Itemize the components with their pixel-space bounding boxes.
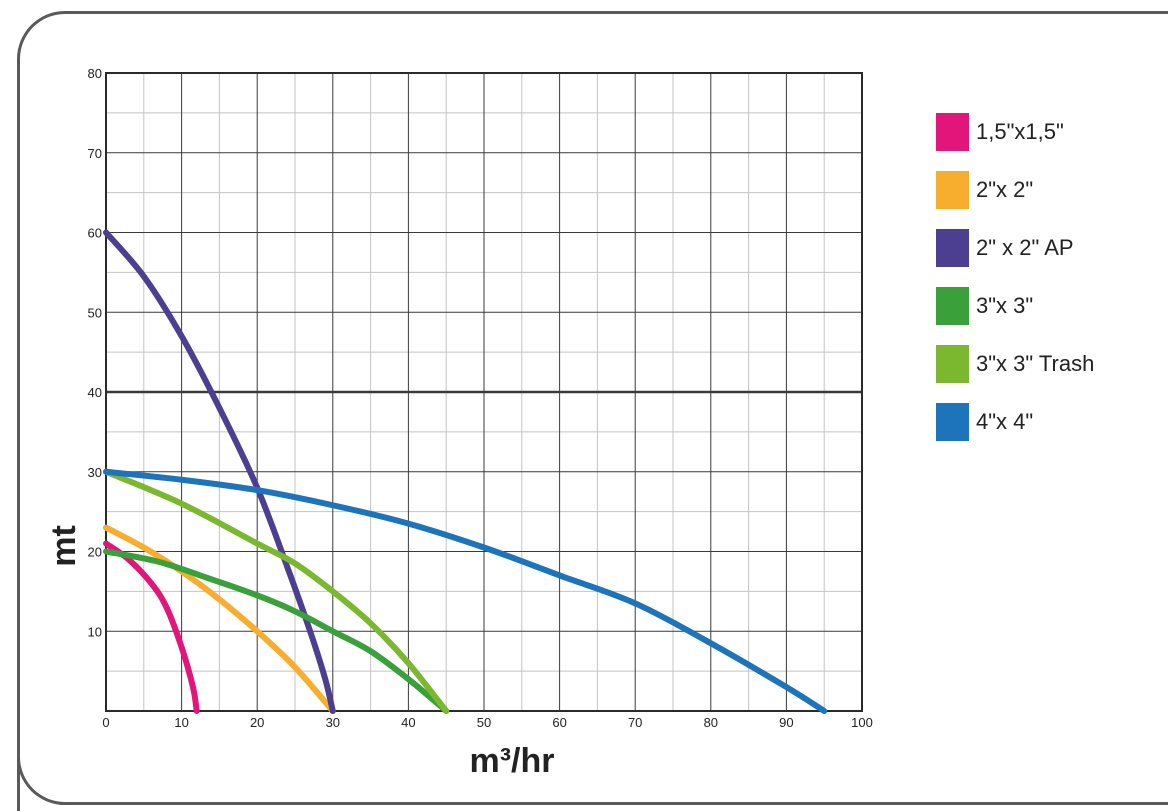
legend-swatch-5 — [936, 403, 969, 441]
y-tick-label: 50 — [88, 305, 102, 320]
series-line-1 — [103, 524, 336, 714]
grid-major — [105, 72, 863, 712]
x-tick-label: 80 — [704, 715, 718, 730]
legend-label-0: 1,5"x1,5" — [976, 119, 1064, 144]
legend: 1,5"x1,5" 2"x 2" 2" x 2" AP 3"x 3" 3"x 3" Tr… — [936, 113, 1094, 441]
legend-swatch-4 — [936, 345, 969, 383]
y-tick-labels: 10 20 30 40 50 60 70 80 — [88, 66, 102, 639]
y-tick-label: 10 — [88, 624, 102, 639]
y-tick-label: 30 — [88, 465, 102, 480]
series-line-3 — [103, 548, 450, 714]
legend-swatch-1 — [936, 171, 969, 209]
x-tick-label: 10 — [174, 715, 188, 730]
legend-label-1: 2"x 2" — [976, 177, 1033, 202]
y-tick-label: 70 — [88, 146, 102, 161]
series-line-4 — [103, 468, 450, 714]
legend-label-5: 4"x 4" — [976, 409, 1033, 434]
x-tick-label: 50 — [477, 715, 491, 730]
series-layer — [103, 229, 828, 714]
x-tick-label: 20 — [250, 715, 264, 730]
y-tick-label: 40 — [88, 385, 102, 400]
legend-label-3: 3"x 3" — [976, 293, 1033, 318]
x-tick-labels: 0 10 20 30 40 50 60 70 80 90 100 — [102, 715, 872, 730]
legend-swatch-0 — [936, 113, 969, 151]
chart-frame-bottom — [60, 802, 1168, 805]
x-tick-label: 100 — [851, 715, 873, 730]
legend-swatch-2 — [936, 229, 969, 267]
x-tick-label: 60 — [552, 715, 566, 730]
plot-border — [105, 72, 863, 712]
x-tick-label: 0 — [102, 715, 109, 730]
y-tick-label: 20 — [88, 545, 102, 560]
legend-swatch-3 — [936, 287, 969, 325]
x-axis-title: m³/hr — [470, 742, 555, 780]
legend-label-2: 2" x 2" AP — [976, 235, 1074, 260]
x-tick-label: 90 — [779, 715, 793, 730]
y-tick-label: 60 — [88, 226, 102, 241]
x-tick-label: 30 — [326, 715, 340, 730]
chart-frame — [17, 11, 1168, 811]
y-axis-title: mt — [45, 525, 83, 567]
y-tick-label: 80 — [88, 66, 102, 81]
x-tick-label: 70 — [628, 715, 642, 730]
legend-label-4: 3"x 3" Trash — [976, 351, 1094, 376]
series-line-5 — [103, 468, 828, 714]
x-tick-label: 40 — [401, 715, 415, 730]
series-line-0 — [103, 540, 200, 714]
